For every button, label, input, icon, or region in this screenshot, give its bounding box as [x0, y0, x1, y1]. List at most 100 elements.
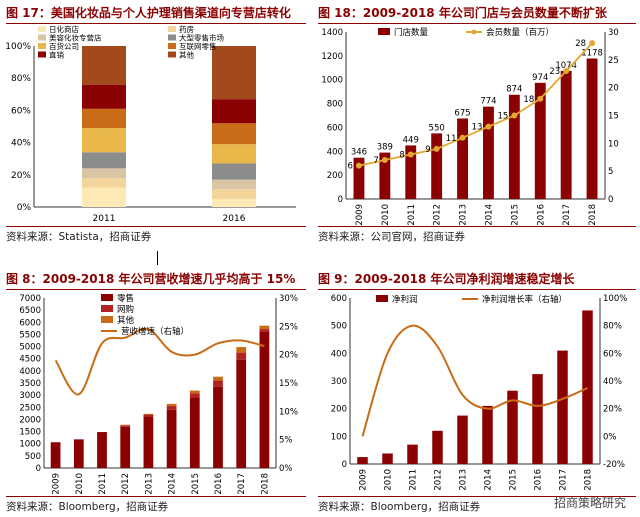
- legend-label: 大型零售市场: [179, 33, 224, 43]
- bar: [379, 152, 391, 199]
- bar-data-label: 550: [429, 123, 445, 133]
- legend-label: 零售: [117, 293, 134, 304]
- x-tick-label: 2014: [168, 473, 178, 495]
- x-tick-label: 2010: [75, 473, 85, 495]
- legend-swatch: [38, 34, 46, 41]
- chart-9: 0 100 200 300 400 500 600 -20% 0% 20% 40% 60% 80% 100…: [331, 294, 628, 491]
- line-marker: [381, 157, 388, 164]
- legend-label: 其他: [179, 50, 194, 60]
- bar: [582, 310, 593, 464]
- line-data-label: 6: [348, 162, 353, 172]
- legend-label: 净利润增长率（右轴）: [482, 294, 567, 305]
- panel-18: 图 18：2009-2018 年公司门店与会员数量不断扩张 0 200 400 600…: [318, 4, 636, 244]
- bar: [213, 386, 223, 468]
- bar: [557, 350, 568, 464]
- y-tick-label: 80%: [11, 74, 31, 84]
- left-tick-label: 1200: [321, 52, 343, 62]
- bar: [189, 393, 200, 398]
- left-tick-label: 1000: [19, 440, 41, 450]
- bar: [50, 442, 61, 468]
- line-marker: [433, 145, 440, 152]
- line-data-label: 9: [425, 145, 430, 155]
- bar-segment: [212, 46, 256, 100]
- x-tick-label: 2014: [484, 469, 494, 491]
- panel-title: 图 9：2009-2018 年公司净利润增速稳定增长: [318, 270, 636, 290]
- legend-swatch: [101, 305, 113, 312]
- legend-swatch: [168, 26, 176, 32]
- bar: [236, 347, 247, 353]
- series-line: [361, 324, 588, 437]
- bar: [143, 414, 154, 417]
- x-tick-label: 2012: [121, 473, 131, 495]
- source-note: 资料来源：Statista，招商证券: [6, 226, 306, 244]
- right-tick-label: 40%: [603, 377, 622, 387]
- legend-swatch: [168, 43, 176, 49]
- bar: [73, 439, 84, 468]
- bar: [586, 58, 598, 199]
- x-tick-label: 2013: [144, 473, 154, 495]
- right-tick-label: 60%: [603, 349, 622, 359]
- left-tick-label: 100: [331, 432, 347, 442]
- left-tick-label: 500: [25, 452, 41, 462]
- bar: [508, 94, 520, 199]
- bar: [259, 325, 270, 330]
- line-marker: [407, 151, 414, 158]
- line-marker: [459, 134, 466, 141]
- x-tick-label: 2009: [359, 469, 369, 491]
- panel-title: 图 18：2009-2018 年公司门店与会员数量不断扩张: [318, 4, 636, 24]
- bar: [189, 397, 200, 468]
- left-tick-label: 5500: [19, 330, 41, 340]
- bar: [534, 82, 546, 199]
- left-tick-label: 4000: [19, 367, 41, 377]
- bar: [483, 106, 494, 199]
- line-data-label: 23: [549, 67, 560, 77]
- bar-data-label: 1178: [581, 48, 603, 58]
- bar: [432, 430, 443, 464]
- right-tick-label: 100%: [603, 294, 627, 304]
- left-tick-label: 3000: [19, 391, 41, 401]
- right-tick-label: 25%: [279, 322, 298, 332]
- y-tick-label: 20%: [11, 171, 31, 181]
- bar-segment: [82, 84, 126, 109]
- right-tick-label: 80%: [603, 322, 622, 332]
- left-tick-label: 400: [327, 147, 343, 157]
- text-cursor: [157, 251, 158, 265]
- legend-label: 网购: [117, 304, 134, 315]
- line-marker: [511, 112, 518, 119]
- x-tick-label: 2017: [237, 473, 247, 495]
- bar: [213, 376, 223, 381]
- left-tick-label: 400: [331, 349, 347, 359]
- bar-segment: [82, 46, 126, 85]
- panel-9: 图 9：2009-2018 年公司净利润增速稳定增长 0 100 200 300 400…: [318, 270, 636, 515]
- left-tick-label: 600: [331, 294, 347, 304]
- left-tick-label: 200: [327, 171, 343, 181]
- legend-swatch: [168, 34, 176, 41]
- bar-segment: [212, 189, 256, 199]
- source-note: 资料来源：公司官网，招商证券: [318, 226, 636, 244]
- bar-data-label: 675: [454, 108, 470, 118]
- bar: [97, 432, 107, 468]
- watermark: 招商策略研究: [553, 496, 626, 510]
- x-tick-label: 2016: [536, 204, 546, 226]
- x-tick-label: 2010: [381, 204, 391, 226]
- legend-label: 营收增速（右轴）: [121, 326, 189, 337]
- bar: [259, 332, 270, 468]
- left-tick-label: 500: [331, 322, 347, 332]
- bar-data-label: 974: [532, 73, 548, 83]
- legend-swatch: [376, 295, 388, 302]
- bar: [213, 380, 223, 387]
- x-tick-label: 2011: [409, 469, 419, 491]
- bar: [166, 409, 177, 468]
- bar: [236, 352, 247, 360]
- line-marker: [563, 67, 570, 74]
- x-tick-label: 2015: [510, 204, 520, 226]
- legend-label: 门店数量: [394, 27, 429, 38]
- chart-8: 0 500 1000 1500 2000 2500 3000 3500 4000 4500 5000…: [19, 293, 298, 495]
- bar-data-label: 346: [351, 148, 367, 158]
- legend-label: 会员数量（百万）: [486, 27, 554, 38]
- line-marker: [589, 40, 596, 47]
- bar: [236, 359, 247, 468]
- right-tick-label: 10%: [279, 407, 298, 417]
- right-tick-label: 30: [608, 28, 619, 38]
